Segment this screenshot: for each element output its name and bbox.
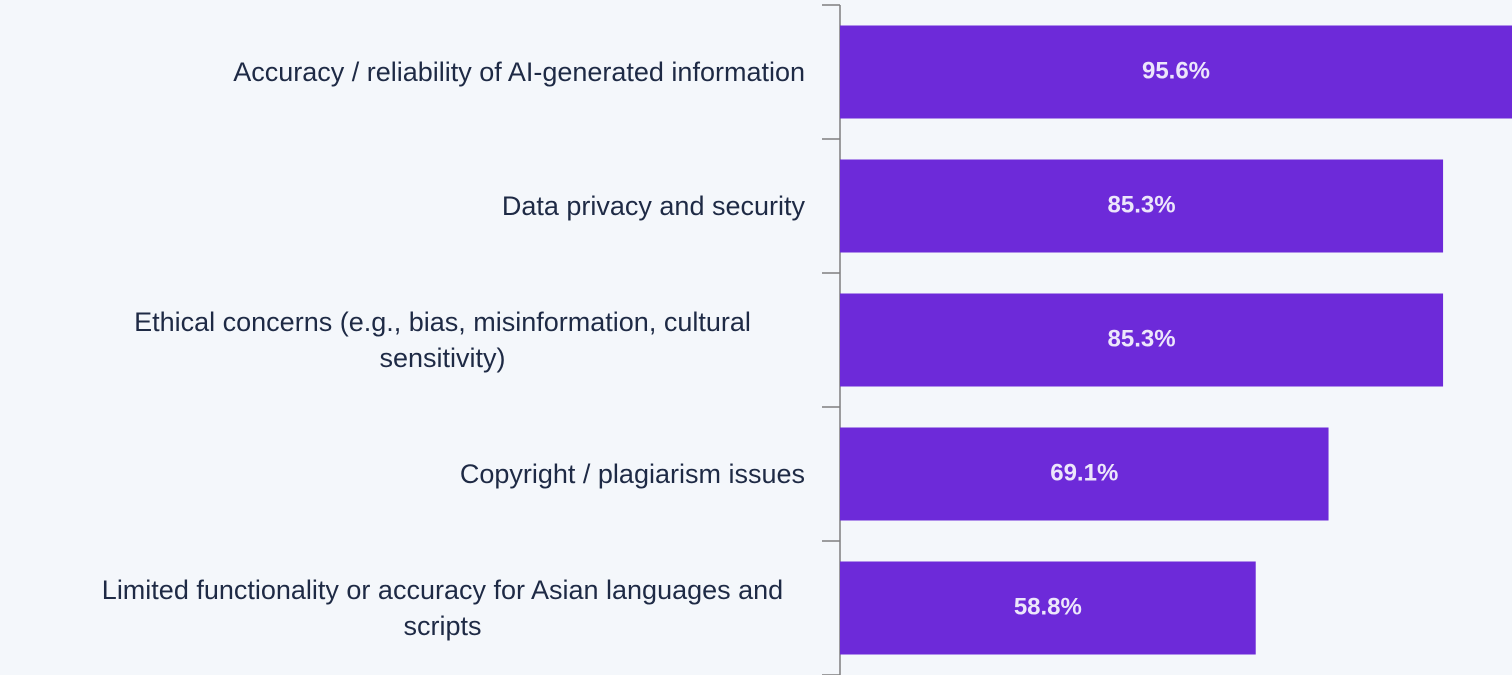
bar <box>840 293 1444 387</box>
category-label: Limited functionality or accuracy for As… <box>101 575 784 641</box>
value-label: 85.3% <box>1108 325 1176 352</box>
category-label: Copyright / plagiarism issues <box>459 459 805 489</box>
category-label-box: Copyright / plagiarism issues <box>460 407 805 541</box>
category-label-box: Ethical concerns (e.g., bias, misinforma… <box>80 273 805 407</box>
value-label: 85.3% <box>1108 191 1176 218</box>
category-label: Ethical concerns (e.g., bias, misinforma… <box>134 307 751 373</box>
category-label-box: Data privacy and security <box>502 139 805 273</box>
category-label-box: Accuracy / reliability of AI-generated i… <box>233 5 805 139</box>
bar <box>840 561 1256 655</box>
category-label-box: Limited functionality or accuracy for As… <box>80 541 805 675</box>
value-label: 58.8% <box>1014 593 1082 620</box>
category-label: Data privacy and security <box>501 191 805 221</box>
value-label: 95.6% <box>1142 57 1210 84</box>
category-label: Accuracy / reliability of AI-generated i… <box>233 57 805 87</box>
bar <box>840 427 1329 521</box>
bar <box>840 25 1512 119</box>
value-label: 69.1% <box>1050 459 1118 486</box>
bar <box>840 159 1444 253</box>
